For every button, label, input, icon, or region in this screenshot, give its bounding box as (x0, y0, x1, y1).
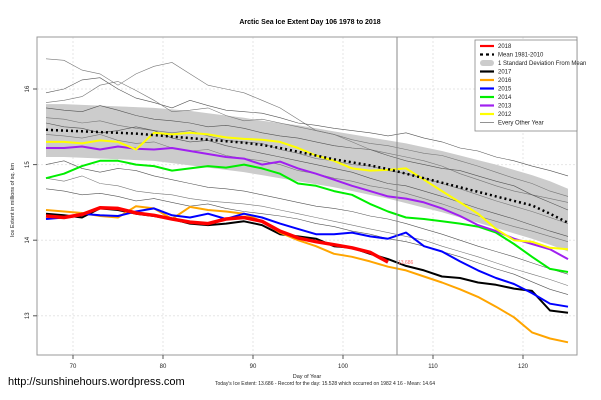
source-url: http://sunshinehours.wordpress.com (8, 376, 185, 388)
y-tick-label: 13 (25, 312, 31, 319)
legend-label: 2014 (498, 95, 512, 101)
y-tick-label: 14 (25, 236, 31, 243)
legend-label: Every Other Year (498, 121, 544, 127)
x-tick-label: 110 (428, 364, 438, 370)
series-line-2014 (45, 159, 569, 273)
x-axis: 70 80 90 100 110 120 (70, 355, 529, 370)
legend-swatch (480, 60, 494, 66)
highlighted-series (45, 128, 569, 344)
legend-item: 2014 (480, 95, 512, 101)
other-year-line (45, 175, 569, 286)
series-line-mean-1981-2010 (45, 128, 569, 224)
legend: 2018 Mean 1981-2010 1 Standard Deviation F… (474, 39, 586, 132)
series-line-2018 (45, 205, 389, 264)
footer-stats: Today's Ice Extent: 13.686 - Record for … (215, 381, 435, 387)
legend-label: 2017 (498, 70, 512, 76)
series-line-2016 (45, 205, 569, 344)
legend-label: Mean 1981-2010 (498, 53, 544, 59)
x-tick-label: 120 (518, 364, 529, 370)
other-year-line (45, 188, 569, 295)
legend-item: 2017 (480, 70, 512, 76)
legend-item: 1 Standard Deviation From Mean (480, 60, 586, 67)
chart-title: Arctic Sea Ice Extent Day 106 1978 to 20… (239, 19, 380, 26)
current-value-label: 13.686 (398, 260, 414, 266)
legend-item: 2012 (480, 112, 512, 118)
x-axis-label: Day of Year (293, 374, 322, 380)
legend-item: 2018 (480, 44, 512, 50)
legend-label: 1 Standard Deviation From Mean (498, 61, 586, 67)
legend-item: 2013 (480, 104, 512, 110)
legend-item: 2016 (480, 78, 512, 84)
y-tick-label: 16 (25, 85, 31, 92)
legend-label: 2012 (498, 112, 512, 118)
other-year-line (45, 117, 569, 224)
y-axis-label: Ice Extent in millions of sq. km (10, 163, 16, 237)
other-year-line (45, 122, 569, 237)
std-dev-band-area (46, 104, 568, 252)
legend-item: 2015 (480, 87, 512, 93)
other-year-line (45, 160, 569, 275)
other-year-line (45, 81, 569, 197)
legend-item: Mean 1981-2010 (480, 53, 544, 59)
series-line-2012 (46, 131, 569, 251)
other-years-lines (45, 58, 569, 295)
y-tick-label: 15 (25, 161, 31, 168)
x-tick-label: 70 (70, 364, 77, 370)
legend-label: 2015 (498, 87, 512, 93)
plot-border (36, 36, 578, 356)
legend-label: 2018 (498, 44, 512, 50)
x-tick-label: 80 (160, 364, 167, 370)
legend-label: 2016 (498, 78, 512, 84)
other-year-line (45, 105, 569, 211)
x-tick-label: 100 (338, 364, 349, 370)
legend-label: 2013 (498, 104, 512, 110)
x-tick-label: 90 (250, 364, 257, 370)
other-year-line (45, 58, 569, 203)
std-dev-band (46, 104, 568, 252)
other-year-line (45, 77, 569, 177)
y-axis: 13 14 15 16 (25, 85, 37, 319)
legend-item: Every Other Year (480, 121, 544, 127)
